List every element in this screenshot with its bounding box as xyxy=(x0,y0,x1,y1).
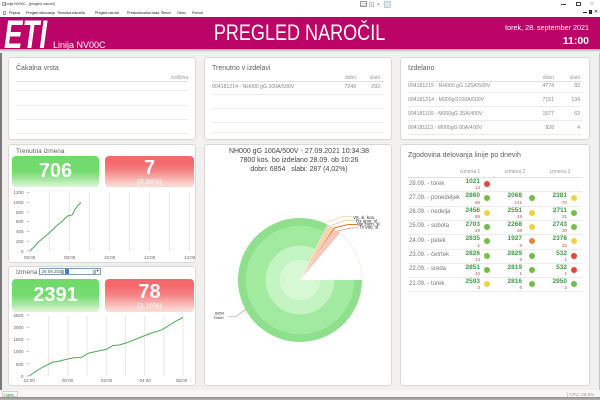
svg-text:Mx zazn. sl.: Mx zazn. sl. xyxy=(357,222,381,227)
svg-text:Rx upor. sl.: Rx upor. sl. xyxy=(356,219,379,224)
svg-text:ETI: ETI xyxy=(4,18,48,52)
svg-text:Tx varj. sl.: Tx varj. sl. xyxy=(359,225,380,230)
svg-text:Vrt. sl. kos.: Vrt. sl. kos. xyxy=(353,215,375,220)
svg-text:Dobri: Dobri xyxy=(214,315,224,320)
svg-text:6854: 6854 xyxy=(215,311,225,316)
